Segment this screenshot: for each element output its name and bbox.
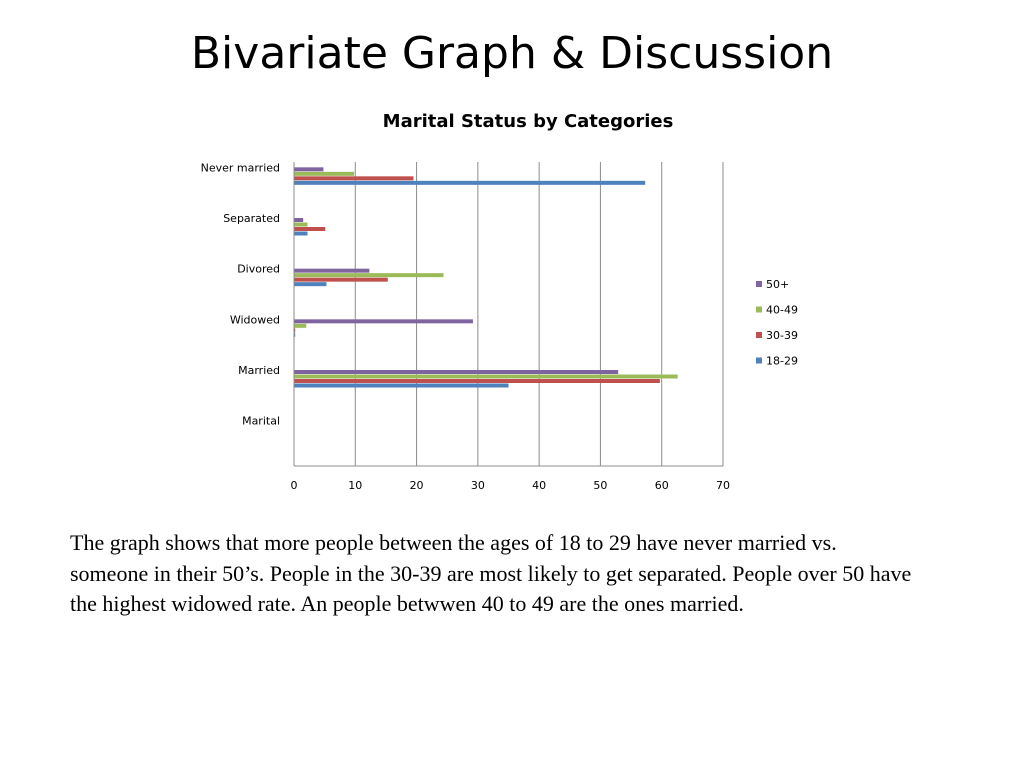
legend-label: 50+ — [766, 278, 789, 291]
x-tick-label: 10 — [348, 479, 362, 492]
bar-chart: Marital Status by Categories 0 10 20 30 40 50… — [201, 111, 798, 492]
bar-50+-never-married — [294, 167, 324, 172]
x-tick-label: 30 — [471, 479, 485, 492]
category-label: Marital — [242, 415, 280, 428]
bar-50+-married — [294, 370, 619, 374]
bar-30-39-never-married — [294, 176, 414, 181]
discussion-text: The graph shows that more people between… — [70, 530, 912, 616]
grid-lines — [354, 162, 724, 466]
slide-title: Bivariate Graph & Discussion — [190, 28, 834, 79]
bar-30-39-divored — [294, 277, 388, 282]
legend-label: 30-39 — [766, 329, 798, 342]
bar-50+-separated — [294, 218, 304, 222]
legend-label: 18-29 — [766, 355, 798, 368]
bar-18-29-separated — [294, 231, 308, 236]
legend-swatch — [756, 332, 762, 338]
legend-label: 40-49 — [766, 304, 798, 317]
bar-50+-divored — [294, 268, 370, 273]
bar-40-49-married — [294, 374, 678, 379]
bar-18-29-divored — [294, 282, 327, 287]
axes — [293, 162, 723, 467]
legend-swatch — [756, 357, 762, 364]
category-labels: Marital Married Widowed Divored Separated Nev… — [201, 161, 280, 427]
x-tick-label: 60 — [655, 479, 669, 492]
x-tick-labels: 0 10 20 30 40 50 60 70 — [291, 479, 731, 492]
bar-40-49-divored — [294, 273, 444, 278]
legend: 50+ 40-49 30-39 18-29 — [756, 278, 798, 368]
bar-30-39-married — [294, 379, 660, 383]
bar-18-29-never-married — [294, 180, 646, 185]
bar-50+-widowed — [294, 319, 473, 324]
category-label: Divored — [237, 263, 280, 276]
x-tick-label: 50 — [593, 479, 607, 492]
bar-18-29-widowed — [294, 332, 296, 337]
chart-title: Marital Status by Categories — [383, 111, 674, 132]
bar-40-49-never-married — [294, 171, 355, 176]
legend-swatch — [756, 281, 762, 287]
bars-group — [294, 167, 678, 388]
category-label: Never married — [201, 161, 280, 174]
category-label: Separated — [223, 212, 280, 225]
bar-18-29-married — [294, 383, 509, 388]
x-tick-label: 0 — [291, 479, 298, 492]
x-tick-label: 20 — [410, 479, 424, 492]
bar-40-49-separated — [294, 222, 308, 227]
category-label: Widowed — [230, 313, 280, 326]
x-tick-label: 40 — [532, 479, 546, 492]
bar-40-49-widowed — [294, 323, 307, 328]
bar-30-39-separated — [294, 227, 326, 231]
x-tick-label: 70 — [716, 479, 730, 492]
bar-30-39-widowed — [294, 328, 296, 333]
category-label: Married — [238, 364, 280, 377]
legend-swatch — [756, 306, 762, 313]
